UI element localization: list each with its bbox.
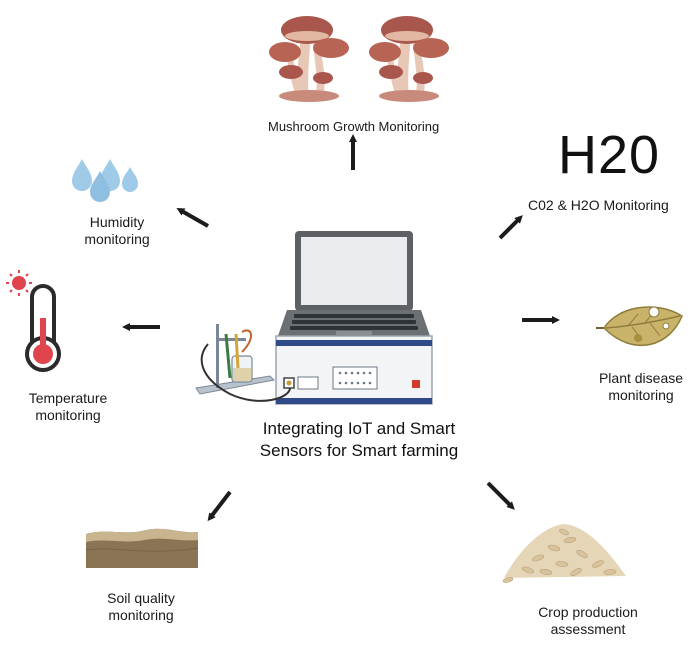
center-caption: Integrating IoT and Smart Sensors for Sm… — [246, 418, 472, 462]
mushroom-label: Mushroom Growth Monitoring — [268, 119, 440, 134]
arrow-to-soil — [207, 490, 232, 522]
soil-layer-icon — [85, 526, 199, 568]
humidity-label-line1: Humidity — [89, 214, 145, 230]
center-caption-line2: Sensors for Smart farming — [259, 441, 459, 460]
h2o-mark: H20 — [558, 125, 661, 185]
temperature-label: Temperature monitoring — [20, 390, 116, 424]
iot-device-illustration — [190, 228, 440, 408]
temperature-label-line1: Temperature — [28, 390, 108, 406]
leaf-icon — [594, 302, 686, 358]
co2-h2o-label: C02 & H2O Monitoring — [528, 197, 669, 213]
soil-label: Soil quality monitoring — [96, 590, 186, 624]
soil-label-line1: Soil quality — [107, 590, 175, 606]
crop-label: Crop production assessment — [533, 604, 643, 638]
grain-pile-icon — [498, 518, 630, 584]
humidity-label-line2: monitoring — [84, 231, 150, 247]
temperature-label-line2: monitoring — [35, 407, 101, 423]
arrow-to-humidity — [176, 208, 209, 228]
arrow-to-co2-h2o — [498, 215, 523, 240]
arrow-to-crop — [486, 481, 515, 510]
plant-disease-label: Plant disease monitoring — [592, 370, 690, 404]
water-drops-icon — [70, 157, 142, 203]
thermometer-icon — [4, 268, 68, 378]
soil-label-line2: monitoring — [108, 607, 174, 623]
humidity-label: Humidity monitoring — [78, 214, 156, 248]
sun-icon — [6, 270, 32, 296]
crop-label-line2: assessment — [550, 621, 626, 637]
sensor-device-icon — [275, 335, 433, 405]
plant-disease-label-line1: Plant disease — [598, 370, 684, 386]
center-caption-line1: Integrating IoT and Smart — [262, 419, 456, 438]
plant-disease-label-line2: monitoring — [608, 387, 674, 403]
crop-label-line1: Crop production — [538, 604, 638, 620]
mushroom-icon — [265, 8, 465, 103]
laptop-icon — [278, 231, 430, 336]
lab-stand-icon — [195, 324, 291, 402]
